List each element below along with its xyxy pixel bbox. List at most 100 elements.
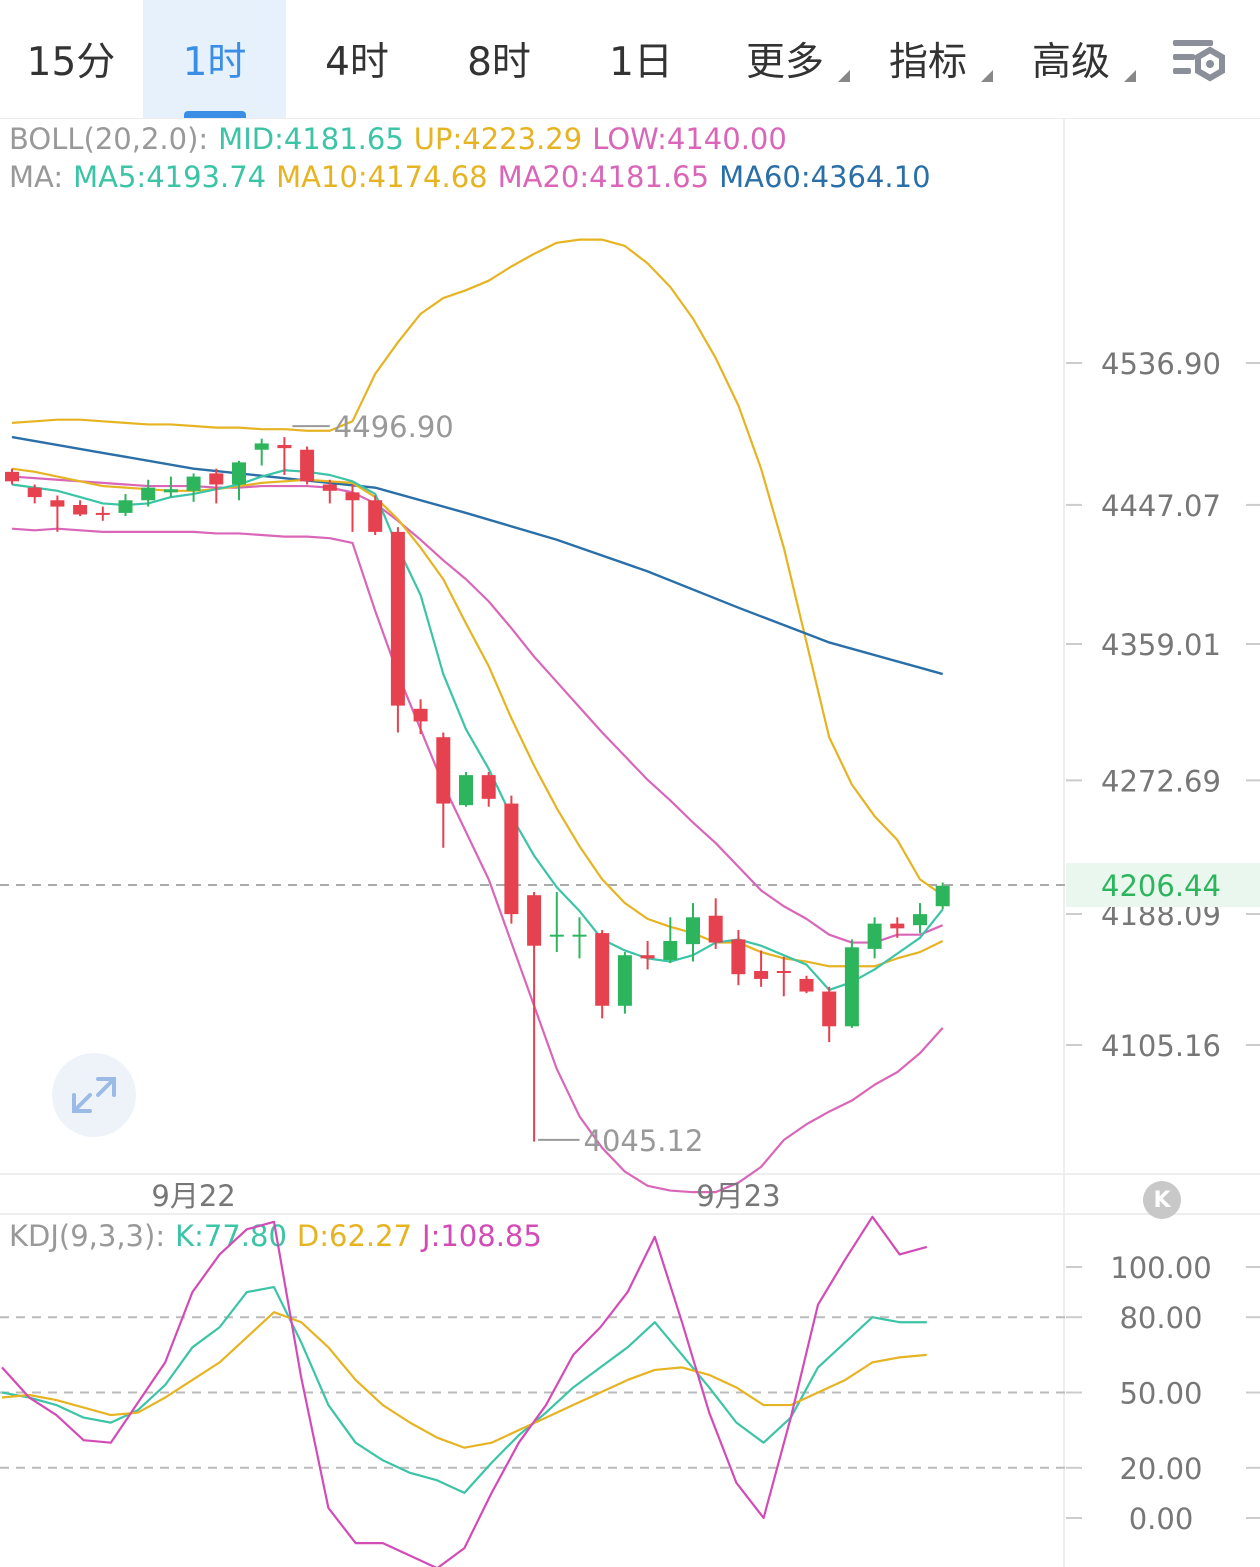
boll-mid-line xyxy=(11,475,944,944)
candle-body xyxy=(232,462,246,485)
tab-label: 15分 xyxy=(26,40,116,85)
candle-body xyxy=(368,500,383,532)
candle-body xyxy=(913,914,927,926)
x-axis-date-label: 9月23 xyxy=(696,1179,780,1213)
kdj-tick-label: 50.00 xyxy=(1119,1377,1202,1411)
candle-body xyxy=(50,500,65,507)
price-tick-label: 4447.07 xyxy=(1101,489,1221,523)
dropdown-triangle-icon xyxy=(981,70,993,82)
candle-body xyxy=(754,971,769,979)
x-axis-date-label: 9月22 xyxy=(151,1179,235,1213)
kdj-tick-label: 20.00 xyxy=(1119,1452,1202,1486)
current-price-badge xyxy=(1066,863,1260,908)
kdj-k-value: K:77.80 xyxy=(175,1219,287,1253)
price-tick-label: 4272.69 xyxy=(1101,764,1221,798)
candle-body xyxy=(163,489,178,493)
candle-body xyxy=(663,940,678,960)
candle-body xyxy=(73,505,88,515)
candle-body xyxy=(867,923,882,949)
kdj-legend-name: KDJ(9,3,3): xyxy=(9,1219,166,1253)
boll-lower-line xyxy=(11,527,944,1194)
ma10-line xyxy=(11,467,944,968)
candle-body xyxy=(686,917,700,945)
kdj-tick-label: 100.00 xyxy=(1110,1251,1211,1285)
timeframe-tab-bar: 15分 1时 4时 8时 1日 更多 指标 高级 xyxy=(0,0,1260,119)
ma-legend-name: MA: xyxy=(9,160,64,194)
candle-body xyxy=(481,775,496,799)
expand-arrows-icon xyxy=(72,1077,116,1113)
tab-1day[interactable]: 1日 xyxy=(570,0,712,118)
kdj-tick-label: 80.00 xyxy=(1119,1301,1202,1335)
candle-body xyxy=(277,444,292,449)
price-tick-label: 4359.01 xyxy=(1101,628,1221,662)
candle-body xyxy=(890,923,905,929)
candle-body xyxy=(844,947,859,1027)
boll-legend-name: BOLL(20,2.0): xyxy=(9,122,209,156)
k-icon: K xyxy=(1153,1187,1171,1213)
candle-body xyxy=(27,487,42,498)
expand-chart-button[interactable] xyxy=(52,1053,136,1137)
tab-8hour[interactable]: 8时 xyxy=(428,0,570,118)
tab-15min[interactable]: 15分 xyxy=(0,0,142,118)
candle-body xyxy=(572,934,587,937)
tab-indicators[interactable]: 指标 xyxy=(857,0,999,118)
tab-4hour[interactable]: 4时 xyxy=(286,0,428,118)
candle-body xyxy=(776,971,791,974)
boll-up-value: UP:4223.29 xyxy=(413,122,583,156)
ma5-line xyxy=(11,469,944,992)
boll-upper-line xyxy=(11,238,944,897)
ma20-value: MA20:4181.65 xyxy=(497,160,710,194)
boll-mid-value: MID:4181.65 xyxy=(218,122,404,156)
candle-body xyxy=(300,449,315,482)
current-price-label: 4206.44 xyxy=(1101,869,1221,903)
tab-label: 更多 xyxy=(745,40,824,85)
tab-advanced[interactable]: 高级 xyxy=(1000,0,1142,118)
candle-body xyxy=(595,933,610,1006)
candle-body xyxy=(186,476,201,491)
ma-legend: MA: MA5:4193.74 MA10:4174.68 MA20:4181.65 MA… xyxy=(9,160,941,194)
tab-more[interactable]: 更多 xyxy=(714,0,856,118)
kdj-k-line xyxy=(1,1285,927,1495)
candle-body xyxy=(254,443,269,450)
tab-1hour[interactable]: 1时 xyxy=(143,0,286,118)
price-tick-label: 4536.90 xyxy=(1101,347,1221,381)
candle-body xyxy=(935,885,950,907)
candle-body xyxy=(95,512,110,515)
candle-body xyxy=(459,775,473,806)
candle-body xyxy=(527,895,542,946)
ma5-value: MA5:4193.74 xyxy=(73,160,267,194)
candle-body xyxy=(640,955,655,959)
kdj-j-line xyxy=(1,1215,928,1567)
candle-body xyxy=(390,531,405,706)
boll-legend: BOLL(20,2.0): MID:4181.65 UP:4223.29 LOW:41… xyxy=(9,122,797,156)
kdj-j-value: J:108.85 xyxy=(422,1219,542,1253)
candle-body xyxy=(118,500,133,513)
candle-body xyxy=(436,737,451,804)
candle-body xyxy=(141,487,156,501)
candle-body xyxy=(322,484,337,491)
tab-label: 指标 xyxy=(888,40,967,85)
kdj-d-line xyxy=(1,1311,927,1449)
candle-body xyxy=(549,934,564,937)
kline-chart[interactable]: 4536.904447.074359.014272.694188.094105.… xyxy=(0,118,1260,1567)
tab-label: 4时 xyxy=(325,40,389,85)
ma60-value: MA60:4364.10 xyxy=(719,160,931,194)
k-toggle-button[interactable]: K xyxy=(1143,1181,1181,1219)
candle-body xyxy=(708,915,723,943)
candle-body xyxy=(504,803,519,915)
candle-body xyxy=(209,473,224,485)
kdj-d-value: D:62.27 xyxy=(296,1219,413,1253)
low-annotation-label: 4045.12 xyxy=(584,1124,704,1158)
candle-body xyxy=(617,955,632,1006)
ma60-line xyxy=(11,435,944,676)
tab-label: 1时 xyxy=(182,40,247,85)
candle-body xyxy=(731,939,746,975)
dropdown-triangle-icon xyxy=(1124,70,1136,82)
dropdown-triangle-icon xyxy=(838,70,850,82)
kdj-tick-label: 0.00 xyxy=(1129,1502,1194,1536)
candle-body xyxy=(799,978,814,992)
tab-label: 8时 xyxy=(467,40,531,85)
chart-settings-icon[interactable] xyxy=(1170,36,1230,86)
candle-body xyxy=(5,471,19,482)
candle-body xyxy=(413,708,428,722)
